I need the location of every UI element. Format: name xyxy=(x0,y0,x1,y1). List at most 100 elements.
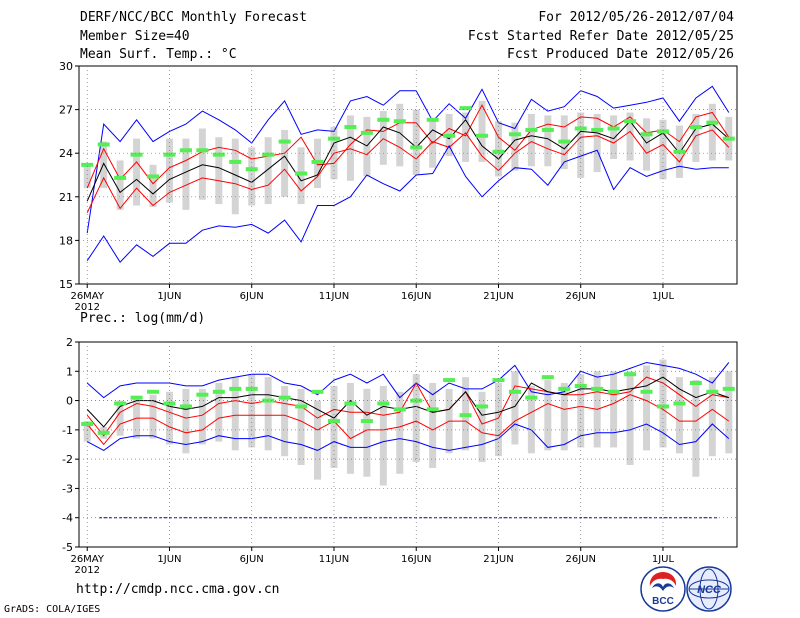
temp-spread-box xyxy=(494,121,502,177)
temp-obs-mark xyxy=(508,132,521,137)
temp-spread-box xyxy=(363,116,371,177)
temp-obs-mark xyxy=(656,129,669,134)
temp-spread-box xyxy=(577,112,585,178)
prec-obs-mark xyxy=(624,372,637,377)
temp-spread-box xyxy=(149,164,157,207)
forecast-period: For 2012/05/26-2012/07/04 xyxy=(538,10,734,25)
start-date: Fcst Started Refer Date 2012/05/25 xyxy=(467,29,734,44)
prec-ytick-label: 0 xyxy=(66,395,73,408)
prec-spread-box xyxy=(527,385,535,454)
temp-obs-mark xyxy=(476,133,489,138)
temp-obs-mark xyxy=(574,126,587,131)
temp-series-min xyxy=(86,144,729,264)
temp-obs-mark xyxy=(443,133,456,138)
prec-obs-mark xyxy=(706,389,719,394)
prec-obs-mark xyxy=(147,389,160,394)
temp-spread-box xyxy=(626,112,634,161)
temp-ytick-label: 30 xyxy=(59,60,73,73)
prec-spread-box xyxy=(560,383,568,451)
prec-obs-mark xyxy=(640,389,653,394)
prec-obs-mark xyxy=(97,430,110,435)
prec-obs-mark xyxy=(673,401,686,406)
temp-xtick-label: 1JUL xyxy=(652,291,675,302)
prec-spread-box xyxy=(379,385,387,486)
temp-obs-mark xyxy=(130,152,143,157)
prec-spread-box xyxy=(231,377,239,451)
temp-spread-box xyxy=(297,147,305,205)
temp-xtick-label: 26MAY xyxy=(70,291,104,302)
prec-xtick-label: 1JUL xyxy=(652,554,675,565)
prec-obs-mark xyxy=(426,407,439,412)
temp-obs-mark xyxy=(689,125,702,130)
prec-plot-frame xyxy=(78,341,738,548)
title: DERF/NCC/BCC Monthly Forecast xyxy=(80,10,307,25)
prec-ytick-label: 1 xyxy=(66,365,73,378)
prec-obs-mark xyxy=(262,398,275,403)
prec-obs-mark xyxy=(196,392,209,397)
prec-spread-box xyxy=(511,371,519,445)
member-size: Member Size=40 xyxy=(80,29,190,44)
temp-obs-mark xyxy=(344,125,357,130)
prec-series-lower xyxy=(86,394,730,446)
temp-obs-mark xyxy=(722,136,735,141)
prec-spread-box xyxy=(314,400,322,480)
prec-series-mean xyxy=(86,376,729,428)
prec-obs-mark xyxy=(212,389,225,394)
prec-obs-mark xyxy=(278,395,291,400)
prec-obs-mark xyxy=(558,386,571,391)
temp-spread-box xyxy=(527,113,535,167)
ncc-logo: NCC xyxy=(686,566,732,612)
temp-obs-mark xyxy=(410,145,423,150)
prec-xtick-label: 1JUN xyxy=(157,554,181,565)
prec-obs-mark xyxy=(410,398,423,403)
prec-xtick-label: 16JUN xyxy=(401,554,431,565)
prec-obs-mark xyxy=(327,419,340,424)
temp-ytick-label: 24 xyxy=(59,147,73,160)
prec-ytick-label: -5 xyxy=(62,541,73,554)
prec-obs-mark xyxy=(476,404,489,409)
prec-ytick-label: -1 xyxy=(62,424,73,437)
prec-obs-mark xyxy=(163,401,176,406)
temp-obs-mark xyxy=(81,162,94,167)
prec-obs-mark xyxy=(393,407,406,412)
temp-spread-box xyxy=(593,113,601,173)
prec-spread-box xyxy=(396,391,404,474)
temp-spread-box xyxy=(231,138,239,215)
temp-spread-box xyxy=(248,147,256,206)
temp-obs-mark xyxy=(393,119,406,124)
temp-xtick-label: 16JUN xyxy=(401,291,431,302)
prec-xtick-label: 21JUN xyxy=(483,554,513,565)
prec-spread-box xyxy=(544,380,552,451)
prec-series-min xyxy=(86,423,730,451)
temp-obs-mark xyxy=(706,120,719,125)
prec-obs-mark xyxy=(722,386,735,391)
prec-obs-mark xyxy=(377,401,390,406)
prec-obs-mark xyxy=(295,404,308,409)
source-url[interactable]: http://cmdp.ncc.cma.gov.cn xyxy=(76,582,280,597)
temp-ytick-label: 15 xyxy=(59,278,73,291)
prec-spread-box xyxy=(708,377,716,457)
temp-obs-mark xyxy=(492,149,505,154)
temp-obs-mark xyxy=(97,142,110,147)
prec-spread-box xyxy=(478,391,486,463)
prec-obs-mark xyxy=(591,386,604,391)
prec-xtick-label: 11JUN xyxy=(319,554,349,565)
prec-xtick-label: 2012 xyxy=(74,565,99,576)
prec-obs-mark xyxy=(81,422,94,426)
temp-obs-mark xyxy=(377,117,390,122)
temp-obs-mark xyxy=(426,117,439,122)
prec-xtick-label: 6JUN xyxy=(240,554,264,565)
temp-xtick-label: 21JUN xyxy=(483,291,513,302)
temp-obs-mark xyxy=(459,106,472,111)
bcc-logo-text: BCC xyxy=(652,596,674,607)
temp-obs-mark xyxy=(147,174,160,179)
temp-spread-box xyxy=(83,164,91,189)
temp-ytick-label: 21 xyxy=(59,191,73,204)
temp-spread-box xyxy=(100,141,108,189)
temp-obs-mark xyxy=(278,139,291,144)
prec-xtick-label: 26JUN xyxy=(565,554,595,565)
prec-xtick-label: 26MAY xyxy=(70,554,104,565)
temp-obs-mark xyxy=(245,167,258,172)
ncc-logo-text: NCC xyxy=(697,584,722,596)
prec-spread-box xyxy=(643,365,651,451)
